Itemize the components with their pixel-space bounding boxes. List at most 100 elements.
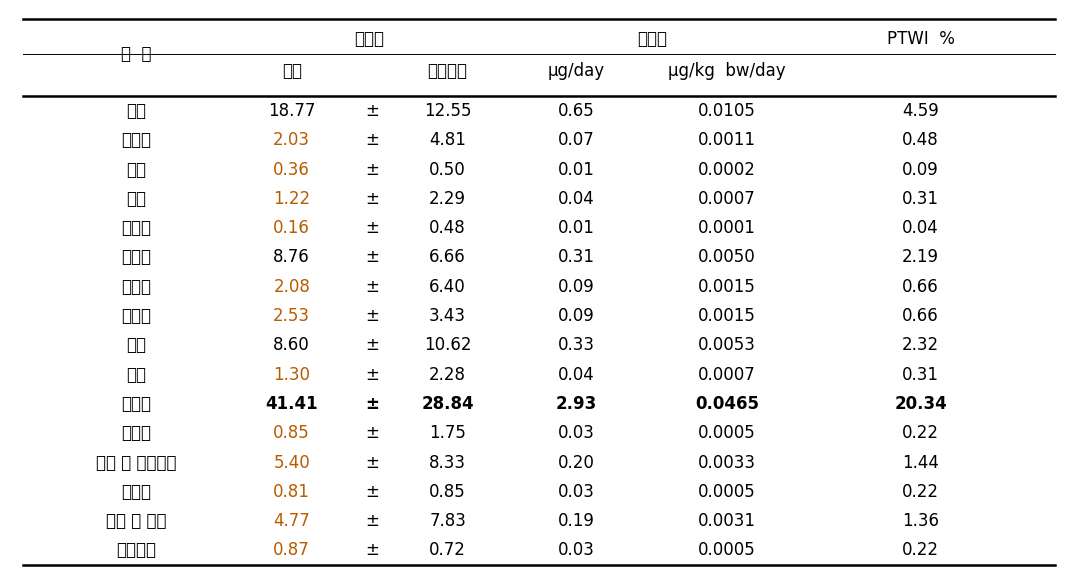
- Text: 0.0007: 0.0007: [699, 366, 756, 384]
- Text: 0.0465: 0.0465: [695, 395, 759, 413]
- Text: 3.43: 3.43: [429, 307, 466, 325]
- Text: 0.0015: 0.0015: [699, 278, 756, 296]
- Text: 버섯류: 버섯류: [121, 278, 151, 296]
- Text: 10.62: 10.62: [424, 336, 471, 354]
- Text: 5.40: 5.40: [274, 454, 310, 472]
- Text: 0.66: 0.66: [902, 307, 939, 325]
- Text: 체소류: 체소류: [121, 249, 151, 266]
- Text: 0.0005: 0.0005: [699, 542, 756, 560]
- Text: 0.04: 0.04: [902, 219, 939, 237]
- Text: 0.85: 0.85: [429, 483, 466, 501]
- Text: 1.30: 1.30: [273, 366, 310, 384]
- Text: 음료 및 주류: 음료 및 주류: [106, 512, 166, 530]
- Text: ±: ±: [365, 483, 379, 501]
- Text: 육류: 육류: [126, 336, 146, 354]
- Text: 0.72: 0.72: [429, 542, 466, 560]
- Text: 1.44: 1.44: [902, 454, 939, 472]
- Text: 2.29: 2.29: [429, 190, 466, 208]
- Text: 어패류: 어패류: [121, 395, 151, 413]
- Text: 4.77: 4.77: [274, 512, 310, 530]
- Text: 4.59: 4.59: [902, 102, 939, 120]
- Text: 0.65: 0.65: [558, 102, 595, 120]
- Text: 0.0011: 0.0011: [699, 131, 756, 149]
- Text: 2.03: 2.03: [273, 131, 310, 149]
- Text: 0.03: 0.03: [558, 424, 595, 442]
- Text: ±: ±: [365, 102, 379, 120]
- Text: 1.22: 1.22: [273, 190, 310, 208]
- Text: 0.22: 0.22: [902, 542, 939, 560]
- Text: 2.08: 2.08: [273, 278, 310, 296]
- Text: 4.81: 4.81: [429, 131, 466, 149]
- Text: ±: ±: [365, 307, 379, 325]
- Text: 과실류: 과실류: [121, 307, 151, 325]
- Text: 해조류: 해조류: [121, 424, 151, 442]
- Text: 우유 및 유제품류: 우유 및 유제품류: [96, 454, 176, 472]
- Text: ±: ±: [365, 278, 379, 296]
- Text: 0.31: 0.31: [558, 249, 595, 266]
- Text: ±: ±: [365, 219, 379, 237]
- Text: 0.66: 0.66: [902, 278, 939, 296]
- Text: 0.07: 0.07: [558, 131, 595, 149]
- Text: 12.55: 12.55: [424, 102, 471, 120]
- Text: ±: ±: [365, 249, 379, 266]
- Text: ±: ±: [365, 424, 379, 442]
- Text: 0.0053: 0.0053: [699, 336, 756, 354]
- Text: 0.01: 0.01: [558, 219, 595, 237]
- Text: 6.66: 6.66: [429, 249, 466, 266]
- Text: 0.0033: 0.0033: [699, 454, 756, 472]
- Text: 6.40: 6.40: [429, 278, 466, 296]
- Text: ±: ±: [365, 131, 379, 149]
- Text: 0.33: 0.33: [558, 336, 595, 354]
- Text: 0.0005: 0.0005: [699, 424, 756, 442]
- Text: 1.75: 1.75: [429, 424, 466, 442]
- Text: μg/day: μg/day: [548, 62, 605, 80]
- Text: 0.22: 0.22: [902, 483, 939, 501]
- Text: 0.87: 0.87: [274, 542, 310, 560]
- Text: 당류: 당류: [126, 161, 146, 179]
- Text: 곡류: 곡류: [126, 102, 146, 120]
- Text: 노출량: 노출량: [637, 31, 667, 49]
- Text: 0.04: 0.04: [558, 366, 595, 384]
- Text: 0.20: 0.20: [558, 454, 595, 472]
- Text: 20.34: 20.34: [895, 395, 948, 413]
- Text: 0.0050: 0.0050: [699, 249, 756, 266]
- Text: ±: ±: [365, 336, 379, 354]
- Text: 0.48: 0.48: [902, 131, 939, 149]
- Text: 1.36: 1.36: [902, 512, 939, 530]
- Text: ±: ±: [365, 454, 379, 472]
- Text: 0.03: 0.03: [558, 542, 595, 560]
- Text: 0.81: 0.81: [273, 483, 310, 501]
- Text: 감자류: 감자류: [121, 131, 151, 149]
- Text: 0.48: 0.48: [429, 219, 466, 237]
- Text: 2.28: 2.28: [429, 366, 466, 384]
- Text: 0.0031: 0.0031: [699, 512, 756, 530]
- Text: PTWI  %: PTWI %: [887, 31, 955, 49]
- Text: 0.85: 0.85: [274, 424, 310, 442]
- Text: 0.0001: 0.0001: [699, 219, 756, 237]
- Text: μg/kg  bw/day: μg/kg bw/day: [668, 62, 786, 80]
- Text: 18.77: 18.77: [268, 102, 316, 120]
- Text: 0.16: 0.16: [273, 219, 310, 237]
- Text: 8.60: 8.60: [274, 336, 310, 354]
- Text: 0.04: 0.04: [558, 190, 595, 208]
- Text: 0.03: 0.03: [558, 483, 595, 501]
- Text: 8.33: 8.33: [429, 454, 466, 472]
- Text: 8.76: 8.76: [274, 249, 310, 266]
- Text: 0.09: 0.09: [902, 161, 939, 179]
- Text: ±: ±: [365, 395, 379, 413]
- Text: 0.0105: 0.0105: [699, 102, 756, 120]
- Text: 평균: 평균: [281, 62, 302, 80]
- Text: 0.19: 0.19: [558, 512, 595, 530]
- Text: 2.53: 2.53: [273, 307, 310, 325]
- Text: 0.31: 0.31: [902, 366, 939, 384]
- Text: ±: ±: [365, 542, 379, 560]
- Text: ±: ±: [365, 366, 379, 384]
- Text: 0.0007: 0.0007: [699, 190, 756, 208]
- Text: 0.22: 0.22: [902, 424, 939, 442]
- Text: 0.31: 0.31: [902, 190, 939, 208]
- Text: 7.83: 7.83: [429, 512, 466, 530]
- Text: 2.19: 2.19: [902, 249, 939, 266]
- Text: 0.50: 0.50: [429, 161, 466, 179]
- Text: 0.09: 0.09: [558, 307, 595, 325]
- Text: 난류: 난류: [126, 366, 146, 384]
